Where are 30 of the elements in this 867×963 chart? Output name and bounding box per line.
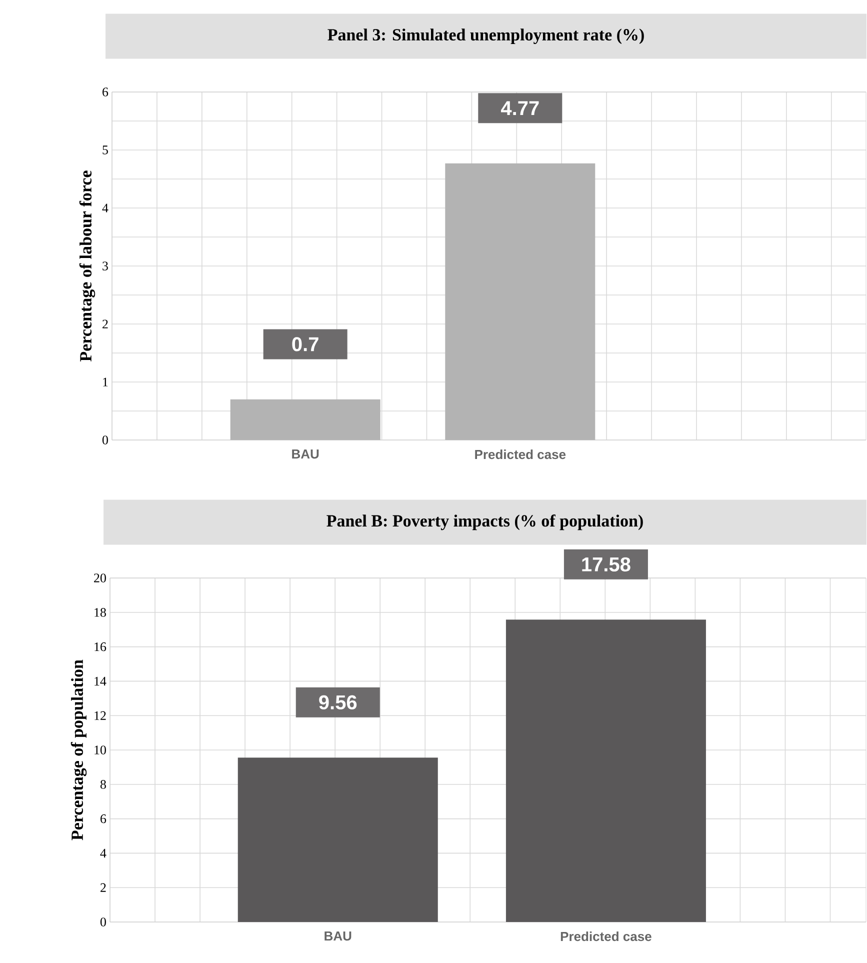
y-tick-label: 18 [94,608,106,617]
y-tick-label: 1 [103,378,108,386]
y-tick-label: 0 [100,918,106,926]
y-tick-label: 2 [102,320,108,328]
data-label: 0.7 [292,337,319,352]
y-tick-label: 2 [100,883,106,892]
chart-title: Panel 3: Simulated unemployment rate (%) [328,28,644,44]
y-tick-label: 12 [94,711,106,720]
y-tick-label: 4 [100,848,107,858]
y-tick-label: 10 [94,746,106,754]
data-label: 4.77 [501,101,539,116]
y-axis-title: Percentage of labour force [80,170,96,362]
y-tick-label: 5 [102,146,108,154]
y-tick-label: 8 [100,780,106,789]
y-tick-label: 6 [100,814,106,824]
x-tick-label: Predicted case [475,450,566,460]
y-tick-label: 6 [102,88,108,96]
y-tick-label: 16 [94,642,106,652]
y-tick-label: 0 [102,436,108,444]
x-tick-label: BAU [324,932,352,941]
y-axis-title: Percentage of population [71,660,87,840]
y-tick-label: 4 [102,204,109,212]
y-tick-label: 14 [94,676,107,686]
chart-title: Panel B: Poverty impacts (% of population) [326,514,644,530]
y-tick-label: 20 [94,574,106,582]
x-tick-label: BAU [292,450,319,459]
data-label: 17.58 [582,557,631,572]
y-tick-label: 3 [102,262,108,270]
data-label: 9.56 [319,695,357,710]
x-tick-label: Predicted case [561,932,652,942]
